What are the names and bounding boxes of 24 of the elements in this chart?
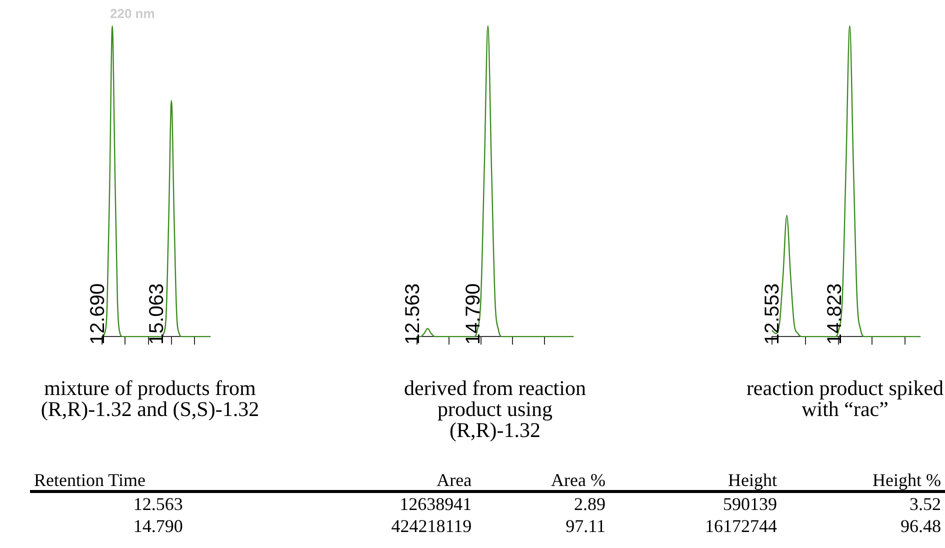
annotation: 14.790 [462,283,484,345]
x-axis-title: reaction product spiked with “rac” [745,376,945,421]
text: 590139 [722,493,778,515]
annotation: 14.823 [824,283,846,345]
x-axis-title: derived from reaction product using (R,R)-1.32 [403,376,587,442]
category-label: Height [610,470,781,492]
text: 97.11 [564,515,606,537]
annotation: 12.690 [86,283,109,345]
text: 96.48 [900,515,942,537]
text: 12638941 [398,493,473,515]
category-label: Retention Time [30,470,286,492]
text: 3.52 [908,493,942,515]
text: 2.89 [573,493,606,515]
text: 12.563 [132,493,184,515]
category-label: Height % [781,470,945,492]
category-label: Area % [476,470,610,492]
annotation: 12.563 [402,283,424,345]
annotation: 12.553 [761,283,784,345]
text: 14.790 [132,515,184,537]
category-label: Area [286,470,476,492]
x-axis-title: mixture of products from (R,R)-1.32 and (S,S)-1.32 [40,376,260,421]
text: 424218119 [390,515,473,537]
text: 16172744 [704,515,778,537]
annotation: 15.063 [146,283,168,345]
